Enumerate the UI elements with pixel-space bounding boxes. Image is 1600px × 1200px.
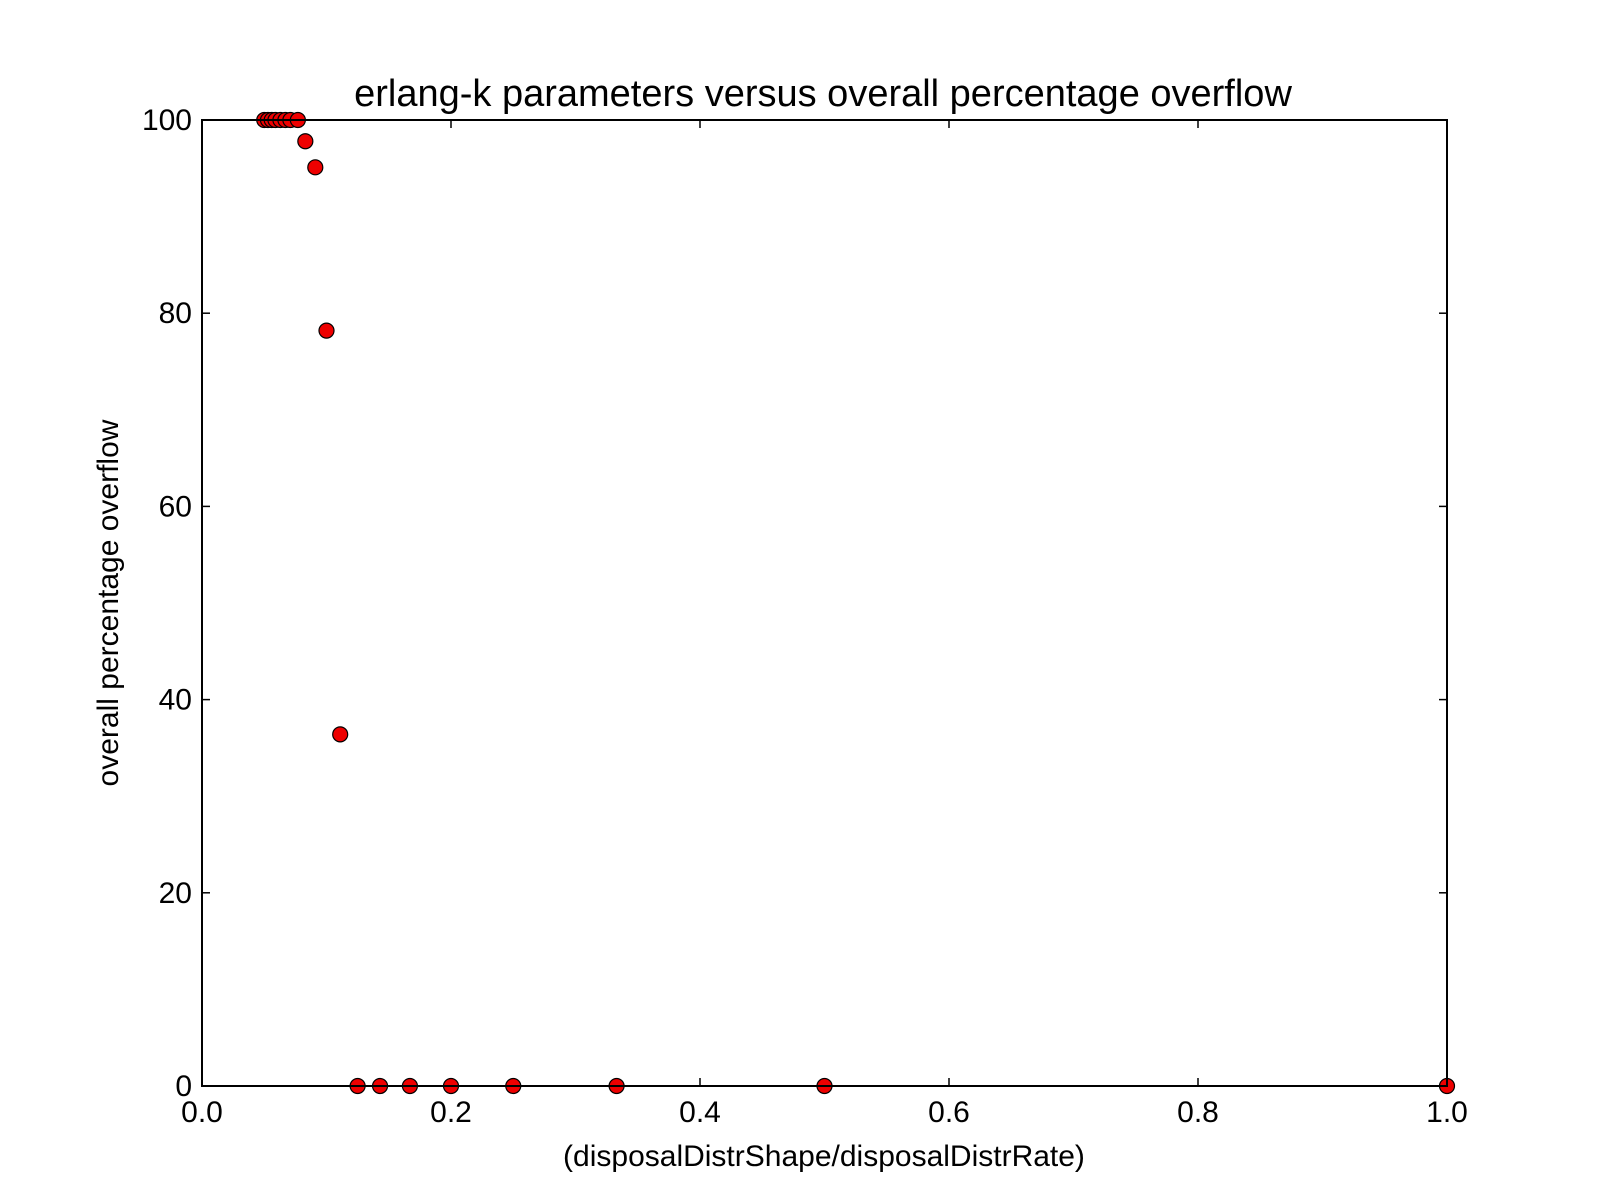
y-axis-label: overall percentage overflow xyxy=(92,419,125,786)
y-tick-label: 20 xyxy=(159,877,192,910)
y-tick-label: 0 xyxy=(175,1070,192,1103)
data-point xyxy=(332,726,349,743)
chart-title: erlang-k parameters versus overall perce… xyxy=(354,73,1292,115)
x-tick-label: 0.0 xyxy=(181,1096,223,1129)
x-tick-label: 0.6 xyxy=(928,1096,970,1129)
plot-area-frame xyxy=(201,119,1448,1087)
data-point xyxy=(297,133,314,150)
x-tick-label: 1.0 xyxy=(1426,1096,1468,1129)
y-tick-label: 80 xyxy=(159,297,192,330)
x-tick-label: 0.4 xyxy=(679,1096,721,1129)
y-tick-label: 60 xyxy=(159,490,192,523)
data-point xyxy=(318,322,335,339)
x-tick-label: 0.8 xyxy=(1177,1096,1219,1129)
tick-labels: 0.0 0.2 0.4 0.6 0.8 1.0 0 20 40 60 80 100 xyxy=(142,104,1468,1129)
y-tick-label: 40 xyxy=(159,684,192,717)
x-tick-label: 0.2 xyxy=(430,1096,472,1129)
data-point xyxy=(307,159,324,176)
y-tick-label: 100 xyxy=(142,104,192,137)
x-axis-label: (disposalDistrShape/disposalDistrRate) xyxy=(563,1140,1085,1173)
